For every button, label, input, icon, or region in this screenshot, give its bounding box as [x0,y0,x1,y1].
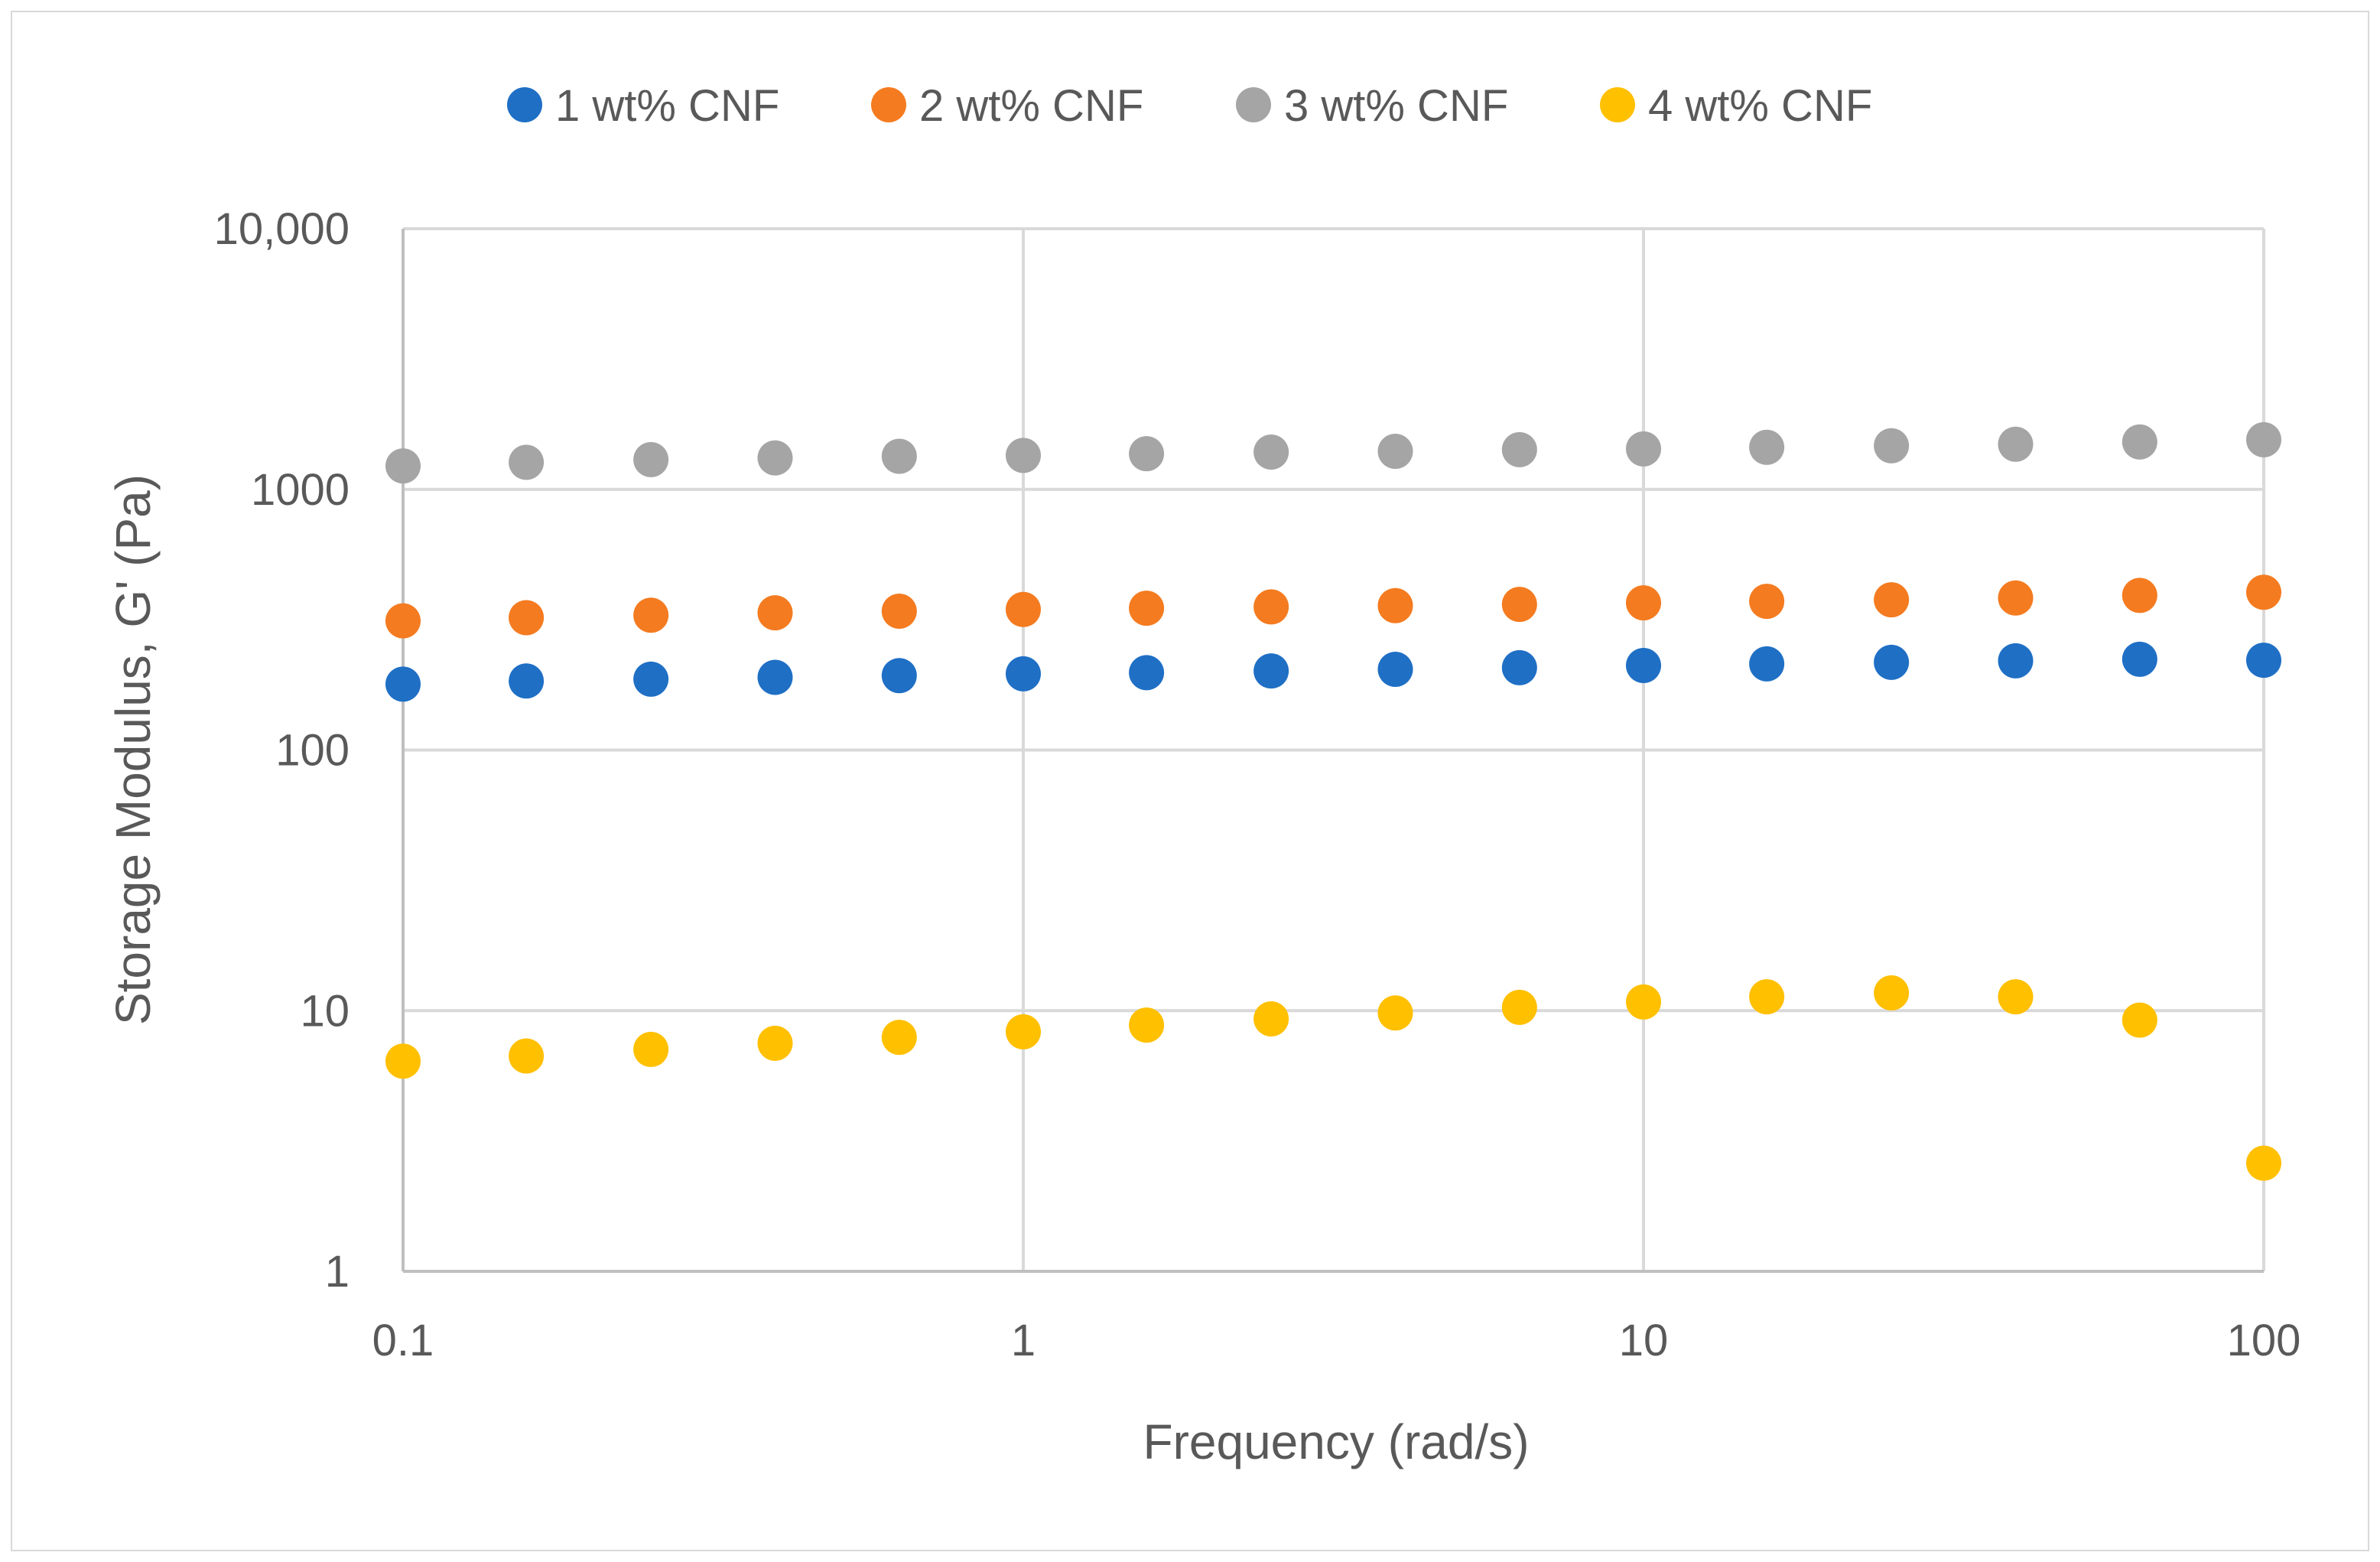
data-point-series-2 [2122,578,2157,613]
data-point-series-1 [385,666,421,702]
legend-label: 3 wt% CNF [1284,81,1508,131]
data-point-series-2 [1998,580,2034,616]
data-point-series-4 [881,1020,917,1056]
data-point-series-4 [385,1043,421,1079]
legend-label: 4 wt% CNF [1648,81,1872,131]
data-point-series-2 [385,603,421,639]
data-point-series-3 [633,441,669,477]
data-point-series-4 [757,1025,793,1061]
data-point-series-2 [1626,585,1661,621]
data-point-series-1 [1749,646,1785,682]
data-point-series-2 [881,593,917,629]
data-point-series-4 [1998,979,2034,1015]
data-point-series-4 [2122,1002,2157,1038]
data-point-series-1 [1006,656,1041,692]
y-tick-label: 10 [300,986,350,1036]
x-tick-label: 1 [1011,1316,1036,1365]
data-point-series-3 [757,440,793,476]
data-point-series-3 [1501,431,1537,467]
data-point-series-4 [633,1031,669,1067]
data-point-series-3 [385,448,421,484]
data-point-series-3 [1626,431,1661,467]
data-point-series-1 [1129,655,1165,691]
legend-label: 2 wt% CNF [919,81,1143,131]
data-point-series-3 [1749,429,1785,465]
data-point-series-3 [1998,426,2034,462]
data-point-series-1 [633,661,669,697]
legend-item: 3 wt% CNF [1236,81,1508,131]
data-point-series-4 [1874,975,1910,1011]
points-layer [385,421,2281,1181]
data-point-series-4 [2246,1145,2281,1181]
data-point-series-3 [2122,424,2157,460]
data-point-series-2 [1377,587,1413,623]
data-point-series-1 [1501,649,1537,685]
legend-marker [507,87,542,122]
data-point-series-3 [1874,428,1910,464]
data-point-series-4 [1626,984,1661,1020]
x-tick-label: 10 [1619,1316,1669,1365]
data-point-series-1 [2246,643,2281,678]
data-point-series-2 [2246,574,2281,610]
data-point-series-4 [1006,1014,1041,1049]
legend-marker [1236,87,1271,122]
legend-item: 2 wt% CNF [871,81,1143,131]
legend-marker [1600,87,1635,122]
y-tick-label: 10,000 [214,204,350,254]
data-point-series-1 [1377,651,1413,687]
data-point-series-4 [1377,995,1413,1031]
legend-marker [871,87,906,122]
data-point-series-1 [1253,653,1289,689]
grid-layer [402,227,2265,1273]
data-point-series-2 [1874,582,1910,618]
data-point-series-1 [881,658,917,694]
data-point-series-1 [1874,644,1910,680]
data-point-series-1 [757,659,793,695]
legend: 1 wt% CNF 2 wt% CNF 3 wt% CNF 4 wt% CNF [507,81,1872,131]
data-point-series-2 [1253,589,1289,625]
y-tick-label: 100 [275,726,350,776]
data-point-series-3 [1129,436,1165,472]
data-point-series-4 [1749,979,1785,1015]
data-point-series-2 [509,600,545,636]
x-tick-label: 0.1 [372,1316,434,1365]
data-point-series-4 [509,1038,545,1074]
data-point-series-1 [1998,643,2034,678]
axis-layer: 1 10 100 1000 10,000 0.1 1 10 100 [214,204,2301,1365]
data-point-series-2 [633,597,669,633]
y-axis-title: Storage Modulus, G' (Pa) [106,474,161,1025]
data-point-series-2 [1006,591,1041,627]
y-tick-label: 1000 [251,465,350,515]
x-axis-title: Frequency (rad/s) [1143,1414,1529,1469]
data-point-series-2 [1749,584,1785,620]
data-point-series-3 [2246,421,2281,457]
data-point-series-1 [2122,641,2157,677]
data-point-series-3 [881,438,917,474]
data-point-series-4 [1501,989,1537,1025]
data-point-series-1 [1626,648,1661,684]
data-point-series-1 [509,663,545,699]
legend-item: 4 wt% CNF [1600,81,1872,131]
data-point-series-2 [1501,587,1537,623]
legend-item: 1 wt% CNF [507,81,779,131]
data-point-series-4 [1129,1007,1165,1043]
data-point-series-2 [1129,591,1165,626]
data-point-series-3 [1377,433,1413,469]
data-point-series-3 [509,444,545,480]
legend-label: 1 wt% CNF [555,81,779,131]
data-point-series-3 [1006,438,1041,473]
y-tick-label: 1 [325,1247,350,1297]
data-point-series-3 [1253,434,1289,470]
data-point-series-2 [757,595,793,631]
data-point-series-4 [1253,1001,1289,1036]
x-tick-label: 100 [2227,1316,2301,1365]
